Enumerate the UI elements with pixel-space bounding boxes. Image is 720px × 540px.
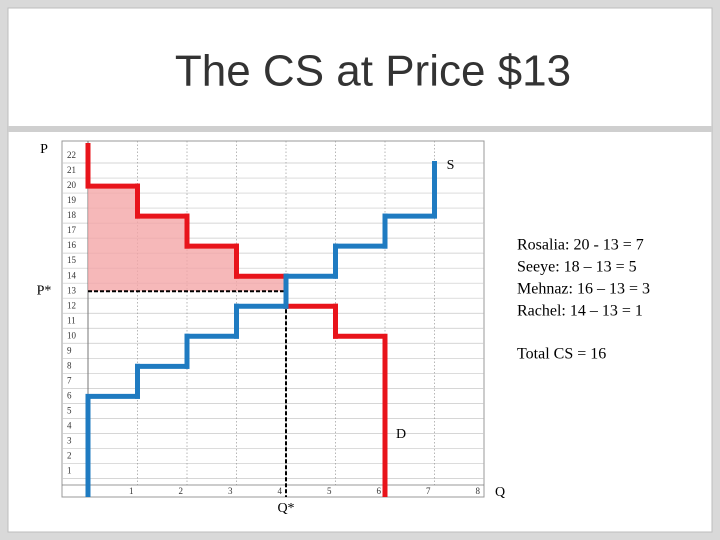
y-tick-label: 1 (67, 466, 72, 476)
x-tick-label: 2 (179, 486, 184, 496)
y-tick-label: 4 (67, 420, 72, 430)
x-tick-label: 4 (278, 486, 283, 496)
note: Mehnaz: 16 – 13 = 3 (517, 281, 650, 298)
chart-title: The CS at Price $13 (175, 47, 571, 96)
series-0 (85, 143, 388, 497)
x-tick-label: 5 (327, 486, 332, 496)
y-tick-label: 14 (67, 270, 77, 280)
quantity-label: Q* (277, 501, 294, 516)
y-tick-label: 15 (67, 255, 77, 265)
series-label: D (396, 427, 406, 442)
y-tick-label: 22 (67, 150, 76, 160)
y-tick-label: 7 (67, 375, 72, 385)
y-tick-label: 8 (67, 360, 72, 370)
x-tick-label: 6 (377, 486, 382, 496)
note-total: Total CS = 16 (517, 346, 606, 363)
price-label: P* (37, 283, 52, 298)
notes: Rosalia: 20 - 13 = 7 Seeye: 18 – 13 = 5 … (517, 237, 650, 363)
y-tick-label: 16 (67, 240, 77, 250)
y-tick-label: 6 (67, 390, 72, 400)
y-tick-label: 5 (67, 405, 72, 415)
y-tick-label: 11 (67, 315, 76, 325)
y-tick-label: 3 (67, 435, 72, 445)
y-tick-label: 20 (67, 180, 77, 190)
series-label: S (447, 158, 455, 173)
y-tick-label: 19 (67, 195, 77, 205)
note: Rachel: 14 – 13 = 1 (517, 303, 643, 320)
y-tick-label: 2 (67, 451, 72, 461)
x-axis-label: Q (495, 485, 505, 500)
y-tick-label: 17 (67, 225, 77, 235)
title-rule (8, 126, 712, 132)
y-tick-label: 12 (67, 300, 76, 310)
x-tick-label: 3 (228, 486, 233, 496)
y-tick-label: 13 (67, 285, 77, 295)
surplus-area (88, 186, 138, 292)
x-tick-label: 1 (129, 486, 134, 496)
y-tick-label: 21 (67, 165, 76, 175)
y-axis-label: P (40, 142, 48, 157)
surplus-area (137, 216, 187, 292)
series-1 (85, 161, 437, 497)
y-tick-label: 18 (67, 210, 77, 220)
y-tick-label: 10 (67, 330, 77, 340)
x-tick-label: 8 (476, 486, 481, 496)
x-tick-label: 7 (426, 486, 431, 496)
surplus-area (187, 246, 237, 292)
note: Seeye: 18 – 13 = 5 (517, 259, 637, 276)
y-tick-label: 9 (67, 345, 72, 355)
surplus-area (236, 276, 286, 292)
note: Rosalia: 20 - 13 = 7 (517, 237, 644, 254)
